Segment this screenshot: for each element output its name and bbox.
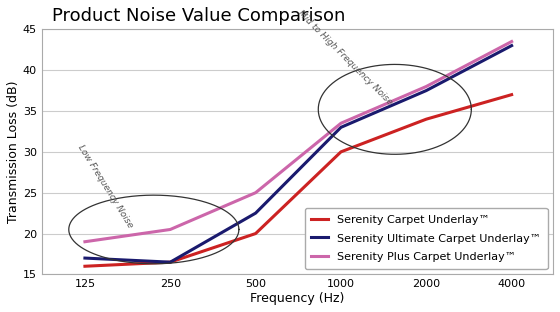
Serenity Plus Carpet Underlay™ [423, 85, 430, 88]
Serenity Plus Carpet Underlay™ [82, 240, 88, 244]
Serenity Ultimate Carpet Underlay™ [82, 256, 88, 260]
Text: Low Frequency Noise: Low Frequency Noise [76, 143, 135, 229]
Line: Serenity Ultimate Carpet Underlay™: Serenity Ultimate Carpet Underlay™ [85, 46, 512, 262]
Serenity Plus Carpet Underlay™ [167, 227, 174, 231]
Line: Serenity Plus Carpet Underlay™: Serenity Plus Carpet Underlay™ [85, 41, 512, 242]
Serenity Ultimate Carpet Underlay™ [423, 89, 430, 92]
Serenity Ultimate Carpet Underlay™ [338, 125, 344, 129]
Serenity Carpet Underlay™ [82, 264, 88, 268]
Serenity Plus Carpet Underlay™ [338, 121, 344, 125]
Serenity Ultimate Carpet Underlay™ [252, 211, 259, 215]
Serenity Carpet Underlay™ [508, 93, 515, 96]
Legend: Serenity Carpet Underlay™, Serenity Ultimate Carpet Underlay™, Serenity Plus Car: Serenity Carpet Underlay™, Serenity Ulti… [305, 208, 548, 269]
Serenity Carpet Underlay™ [338, 150, 344, 154]
Serenity Carpet Underlay™ [252, 232, 259, 236]
Text: Mid to High Frequency Noise: Mid to High Frequency Noise [296, 9, 394, 107]
Serenity Carpet Underlay™ [167, 260, 174, 264]
X-axis label: Frequency (Hz): Frequency (Hz) [250, 292, 344, 305]
Serenity Plus Carpet Underlay™ [508, 40, 515, 43]
Serenity Plus Carpet Underlay™ [252, 191, 259, 195]
Line: Serenity Carpet Underlay™: Serenity Carpet Underlay™ [85, 95, 512, 266]
Text: Product Noise Value Comparison: Product Noise Value Comparison [52, 7, 346, 25]
Serenity Carpet Underlay™ [423, 117, 430, 121]
Serenity Ultimate Carpet Underlay™ [167, 260, 174, 264]
Serenity Ultimate Carpet Underlay™ [508, 44, 515, 47]
Y-axis label: Transmission Loss (dB): Transmission Loss (dB) [7, 80, 20, 223]
